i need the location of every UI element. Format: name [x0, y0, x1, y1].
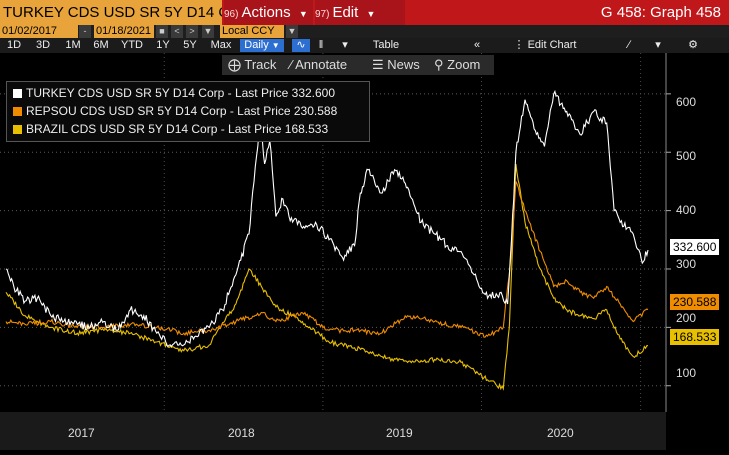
- chevron-down-icon[interactable]: ▼: [286, 25, 298, 38]
- double-chevron-left-icon[interactable]: «: [473, 39, 481, 51]
- chevron-down-icon[interactable]: ▾: [655, 39, 661, 51]
- edit-chart-label: Edit Chart: [527, 39, 577, 51]
- window-title: G 458: Graph 458: [600, 4, 721, 21]
- period-6m[interactable]: 6M: [93, 39, 109, 51]
- y-tick-label: 400: [676, 203, 697, 217]
- legend-value-repsou: 230.588: [293, 104, 338, 118]
- y-tick-label: 100: [676, 366, 697, 380]
- series-line-turkey[interactable]: [5, 89, 649, 348]
- annotate-tool[interactable]: ∕ Annotate: [290, 55, 347, 75]
- actions-menu-number: 96): [224, 9, 239, 20]
- x-tick-label: 2018: [228, 426, 255, 440]
- more-icon: ⋮: [513, 39, 525, 51]
- edit-chart-button[interactable]: ⋮ Edit Chart: [510, 39, 580, 52]
- period-1y[interactable]: 1Y: [156, 39, 170, 51]
- series-line-repsou[interactable]: [5, 181, 649, 338]
- news-label: News: [387, 57, 420, 72]
- series-line-brazil[interactable]: [5, 163, 648, 391]
- start-date-field[interactable]: 01/02/2017: [0, 25, 78, 38]
- period-1d[interactable]: 1D: [6, 39, 22, 51]
- chevron-right-icon[interactable]: >: [186, 25, 198, 38]
- actions-menu-label: Actions: [241, 4, 291, 21]
- chevron-left-icon[interactable]: <: [171, 25, 183, 38]
- legend-swatch-brazil: [13, 125, 22, 135]
- legend-value-turkey: 332.600: [291, 86, 336, 100]
- legend-swatch-repsou: [13, 107, 22, 117]
- chevron-down-icon: ▼: [271, 41, 280, 50]
- actions-menu-button[interactable]: 96) Actions ▼: [224, 0, 313, 25]
- last-value-repsou: 230.588: [670, 294, 720, 310]
- frequency-label: Daily: [244, 39, 269, 51]
- zoom-tool[interactable]: ⚲ Zoom: [434, 55, 480, 75]
- legend-value-brazil: 168.533: [284, 122, 329, 136]
- annotate-label: Annotate: [295, 57, 348, 72]
- x-tick-label: 2020: [547, 426, 574, 440]
- period-ytd[interactable]: YTD: [121, 39, 143, 51]
- x-axis: 2017 2018 2019 2020: [0, 412, 666, 450]
- x-tick-label: 2019: [386, 426, 413, 440]
- period-max[interactable]: Max: [210, 39, 232, 51]
- period-5y[interactable]: 5Y: [183, 39, 197, 51]
- chevron-down-icon[interactable]: ▾: [342, 39, 348, 51]
- edit-menu-label: Edit: [332, 4, 359, 21]
- legend-swatch-turkey: [13, 89, 22, 99]
- end-date-field[interactable]: 01/18/2021: [94, 25, 154, 38]
- chart-legend[interactable]: TURKEY CDS USD SR 5Y D14 Corp - Last Pri…: [6, 81, 370, 142]
- legend-label-brazil: BRAZIL CDS USD SR 5Y D14 Corp - Last Pri…: [26, 122, 282, 136]
- x-tick-label: 2017: [68, 426, 95, 440]
- calendar-icon[interactable]: ■: [156, 25, 168, 38]
- y-tick-label: 300: [676, 257, 697, 271]
- date-separator: -: [79, 25, 91, 38]
- chevron-down-icon: ▼: [366, 9, 376, 19]
- chevron-down-icon: ▼: [298, 9, 308, 19]
- y-tick-label: 200: [676, 311, 697, 325]
- legend-item-brazil[interactable]: BRAZIL CDS USD SR 5Y D14 Corp - Last Pri…: [13, 120, 328, 138]
- period-1m[interactable]: 1M: [65, 39, 81, 51]
- frequency-select[interactable]: Daily ▼: [240, 39, 284, 52]
- pencil-icon: ∕: [290, 57, 293, 72]
- pencil-icon[interactable]: ∕: [628, 39, 630, 51]
- date-range-bar: 01/02/2017 - 01/18/2021 ■ < > ▼ Local CC…: [0, 25, 729, 38]
- last-value-brazil: 168.533: [670, 329, 720, 345]
- legend-label-repsou: REPSOU CDS USD SR 5Y D14 Corp - Last Pri…: [26, 104, 291, 118]
- edit-menu-number: 97): [315, 9, 330, 20]
- last-value-turkey: 332.600: [670, 239, 720, 255]
- candlestick-icon[interactable]: ‖: [318, 39, 324, 51]
- legend-item-repsou[interactable]: REPSOU CDS USD SR 5Y D14 Corp - Last Pri…: [13, 102, 337, 120]
- legend-label-turkey: TURKEY CDS USD SR 5Y D14 Corp - Last Pri…: [26, 86, 289, 100]
- track-tool[interactable]: ⨁ Track: [228, 55, 276, 75]
- search-icon: ⚲: [434, 57, 444, 72]
- y-tick-label: 500: [676, 149, 697, 163]
- line-chart-icon[interactable]: ∿: [292, 39, 310, 52]
- chart-tools-toolbar: ⨁ Track ∕ Annotate ☰ News ⚲ Zoom: [222, 55, 494, 75]
- legend-item-turkey[interactable]: TURKEY CDS USD SR 5Y D14 Corp - Last Pri…: [13, 84, 335, 102]
- track-label: Track: [244, 57, 277, 72]
- table-button[interactable]: Table: [372, 39, 400, 51]
- zoom-label: Zoom: [447, 57, 481, 72]
- gear-icon[interactable]: ⚙: [688, 39, 698, 51]
- chevron-down-icon[interactable]: ▼: [202, 25, 214, 38]
- title-bar: TURKEY CDS USD SR 5Y D14 Corp 96)Actions…: [0, 0, 729, 25]
- crosshair-icon: ⨁: [228, 57, 241, 72]
- news-tool[interactable]: ☰ News: [372, 55, 420, 75]
- currency-select[interactable]: Local CCY: [220, 25, 284, 38]
- period-3d[interactable]: 3D: [35, 39, 51, 51]
- news-icon: ☰: [372, 57, 384, 72]
- security-title[interactable]: TURKEY CDS USD SR 5Y D14 Corp: [0, 0, 222, 25]
- period-toolbar: 1D 3D 1M 6M YTD 1Y 5Y Max Daily ▼ ∿ ‖ ▾ …: [0, 38, 729, 53]
- edit-menu-button[interactable]: 97) Edit ▼: [315, 0, 405, 25]
- y-tick-label: 600: [676, 95, 697, 109]
